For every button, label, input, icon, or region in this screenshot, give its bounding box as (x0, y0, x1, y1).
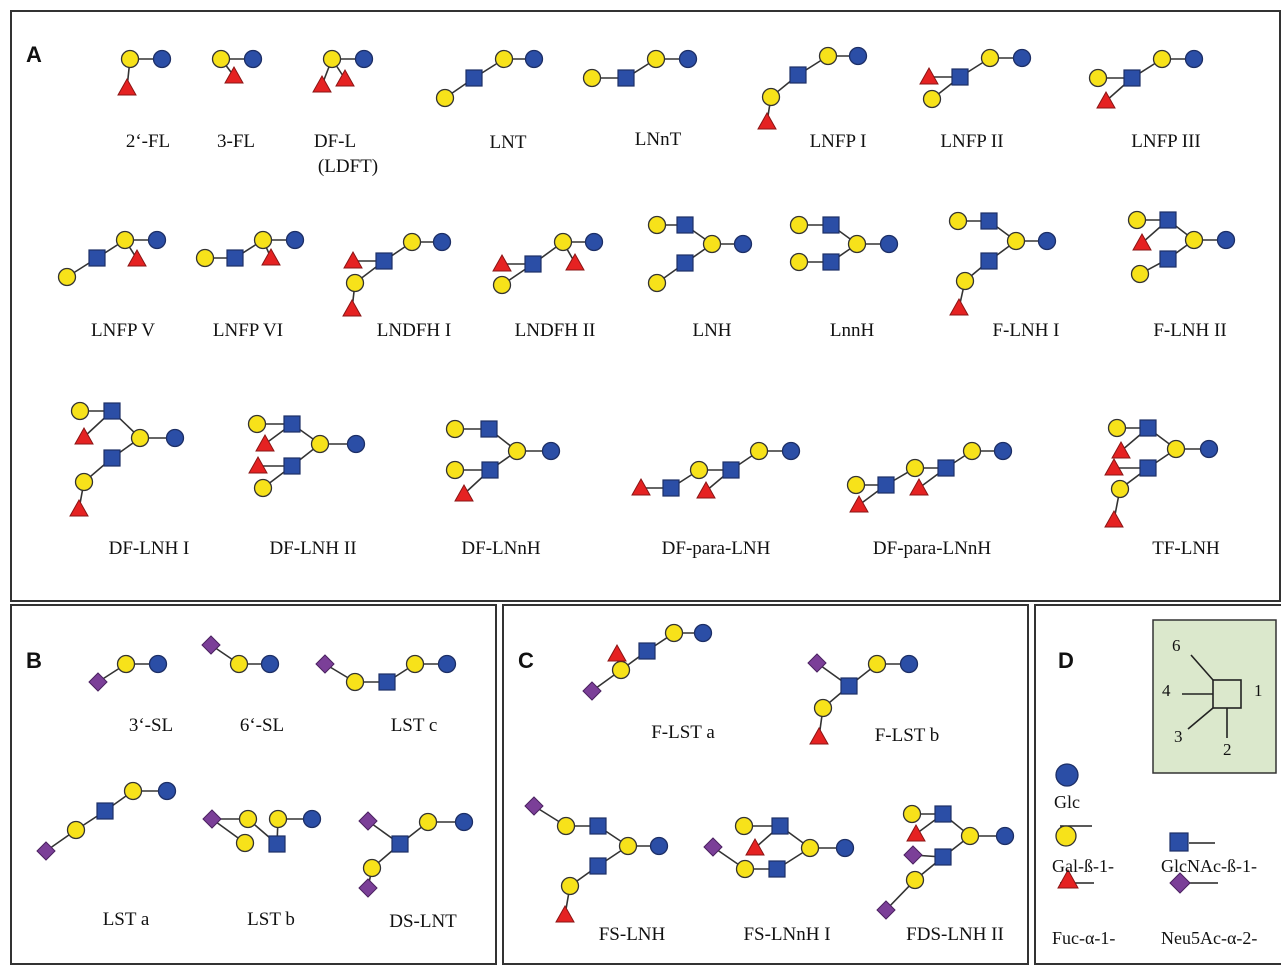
name-lsta: LST a (102, 909, 150, 930)
panel-c-label: C (518, 648, 534, 673)
name-3sl: 3‘-SL (128, 715, 174, 736)
name-flstb: F-LST b (874, 725, 940, 746)
name-lnfp2: LNFP II (940, 131, 1004, 152)
legend-glcnac: GlcNAc-ß-1- (1161, 856, 1257, 876)
name-dslnt: DS-LNT (389, 911, 457, 932)
name-fdslnh2: FDS-LNH II (906, 924, 1004, 945)
legend-glc: Glc (1054, 792, 1080, 812)
legend-neu5ac: Neu5Ac-α-2- (1161, 928, 1258, 948)
name-flnh2: F-LNH II (1153, 320, 1227, 341)
anomer-3: 3 (1174, 727, 1183, 746)
legend-fuc: Fuc-α-1- (1052, 928, 1116, 948)
name-flsta: F-LST a (651, 722, 715, 743)
name-lnnt: LNnT (634, 129, 682, 150)
name-lstc: LST c (390, 715, 438, 736)
name-lnfp3: LNFP III (1131, 131, 1201, 152)
legend-gal: Gal-ß-1- (1052, 856, 1114, 876)
anomer-6: 6 (1172, 636, 1181, 655)
name-dflnnh: DF-LNnH (461, 538, 541, 559)
name-lnnh: LnnH (829, 320, 875, 341)
panel-d-label: D (1058, 648, 1074, 673)
name-dfparalnh: DF-para-LNH (661, 538, 771, 559)
anomer-4: 4 (1162, 681, 1171, 700)
name-ldft: (LDFT) (317, 156, 379, 177)
name-fslnnh1: FS-LNnH I (743, 924, 831, 945)
name-flnh1: F-LNH I (992, 320, 1060, 341)
anomer-1: 1 (1254, 681, 1263, 700)
panel-c (502, 604, 1029, 965)
name-dfl: DF-L (313, 131, 357, 152)
name-dfparalnnh: DF-para-LNnH (872, 538, 992, 559)
name-dflnh1: DF-LNH I (108, 538, 190, 559)
name-lnh: LNH (692, 320, 732, 341)
anomer-2: 2 (1223, 740, 1232, 759)
name-6sl: 6‘-SL (239, 715, 285, 736)
name-lnfp1: LNFP I (809, 131, 867, 152)
name-lndfh2: LNDFH II (514, 320, 596, 341)
name-lnt: LNT (489, 132, 527, 153)
name-tflnh: TF-LNH (1152, 538, 1220, 559)
panel-b-label: B (26, 648, 42, 673)
name-lstb: LST b (247, 909, 295, 930)
name-lndfh1: LNDFH I (376, 320, 452, 341)
name-3fl: 3-FL (217, 131, 255, 152)
name-lnfp6: LNFP VI (212, 320, 284, 341)
panel-a-label: A (26, 42, 42, 67)
name-2fl: 2‘-FL (125, 131, 171, 152)
name-fslnh: FS-LNH (598, 924, 666, 945)
panel-a (10, 10, 1281, 602)
name-lnfp5: LNFP V (91, 320, 155, 341)
name-dflnh2: DF-LNH II (269, 538, 357, 559)
